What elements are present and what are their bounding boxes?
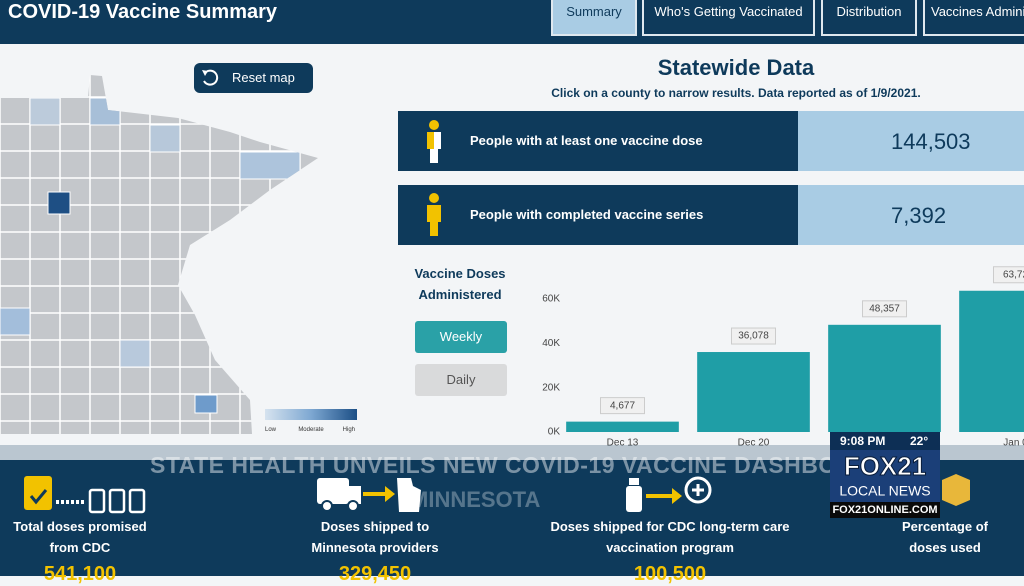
legend-label: Low	[265, 427, 277, 433]
summary-value: 329,450	[295, 563, 455, 586]
station-name: FOX21	[844, 451, 926, 481]
summary-label: Doses shipped to Minnesota providers	[295, 516, 455, 558]
temperature: 22°	[910, 434, 928, 448]
section-subtitle: Click on a county to narrow results. Dat…	[500, 86, 972, 100]
daily-button[interactable]: Daily	[415, 364, 507, 396]
news-subline: MINNESOTA	[410, 487, 540, 513]
summary-value: 100,500	[540, 563, 800, 586]
legend-label: Moderate	[298, 427, 324, 433]
show-name: LOCAL NEWS	[839, 483, 930, 499]
y-tick-label: 20K	[542, 382, 560, 393]
county-map: Low Moderate High	[0, 70, 365, 440]
summary-label: Total doses promised from CDC	[0, 516, 160, 558]
stat-value: 144,503	[798, 111, 1024, 171]
panel-title: Vaccine Doses Administered	[405, 263, 515, 305]
person-icon	[424, 119, 444, 165]
station-site: FOX21ONLINE.COM	[832, 504, 937, 516]
value-label: 36,078	[738, 331, 769, 342]
summary-value: 541,100	[0, 563, 160, 586]
value-label: 4,677	[610, 400, 635, 411]
section-title: Statewide Data	[540, 55, 932, 81]
bar	[959, 291, 1024, 432]
stat-value: 7,392	[798, 185, 1024, 245]
y-tick-label: 40K	[542, 338, 560, 349]
person-icon	[424, 192, 444, 238]
tab[interactable]: Summary	[551, 0, 637, 36]
summary-label: Percentage of doses used	[885, 516, 1005, 558]
value-label: 63,72	[1003, 269, 1024, 280]
bar	[828, 325, 941, 432]
bar	[697, 352, 810, 432]
legend-label: High	[343, 427, 355, 433]
page-title: COVID-19 Vaccine Summary	[8, 1, 277, 24]
clock: 9:08 PM	[840, 434, 885, 448]
tab[interactable]: Distribution	[821, 0, 917, 36]
y-tick-label: 0K	[548, 427, 561, 438]
ltc-icon	[622, 474, 717, 514]
value-label: 48,357	[869, 303, 900, 314]
weekly-button[interactable]: Weekly	[415, 321, 507, 353]
summary-label: Doses shipped for CDC long-term care vac…	[540, 516, 800, 558]
stat-label: People with completed vaccine series	[398, 185, 798, 245]
station-bug: 9:08 PM 22° FOX21 LOCAL NEWS FOX21ONLINE…	[830, 432, 970, 522]
tab[interactable]: Vaccines Administered	[923, 0, 1024, 36]
y-tick-label: 60K	[542, 294, 560, 305]
shipping-icon	[315, 474, 425, 514]
tab[interactable]: Who's Getting Vaccinated	[642, 0, 815, 36]
news-headline: STATE HEALTH UNVEILS NEW COVID-19 VACCIN…	[150, 452, 888, 479]
bar	[566, 422, 679, 432]
stat-label: People with at least one vaccine dose	[398, 111, 798, 171]
cdc-icon	[22, 472, 147, 514]
